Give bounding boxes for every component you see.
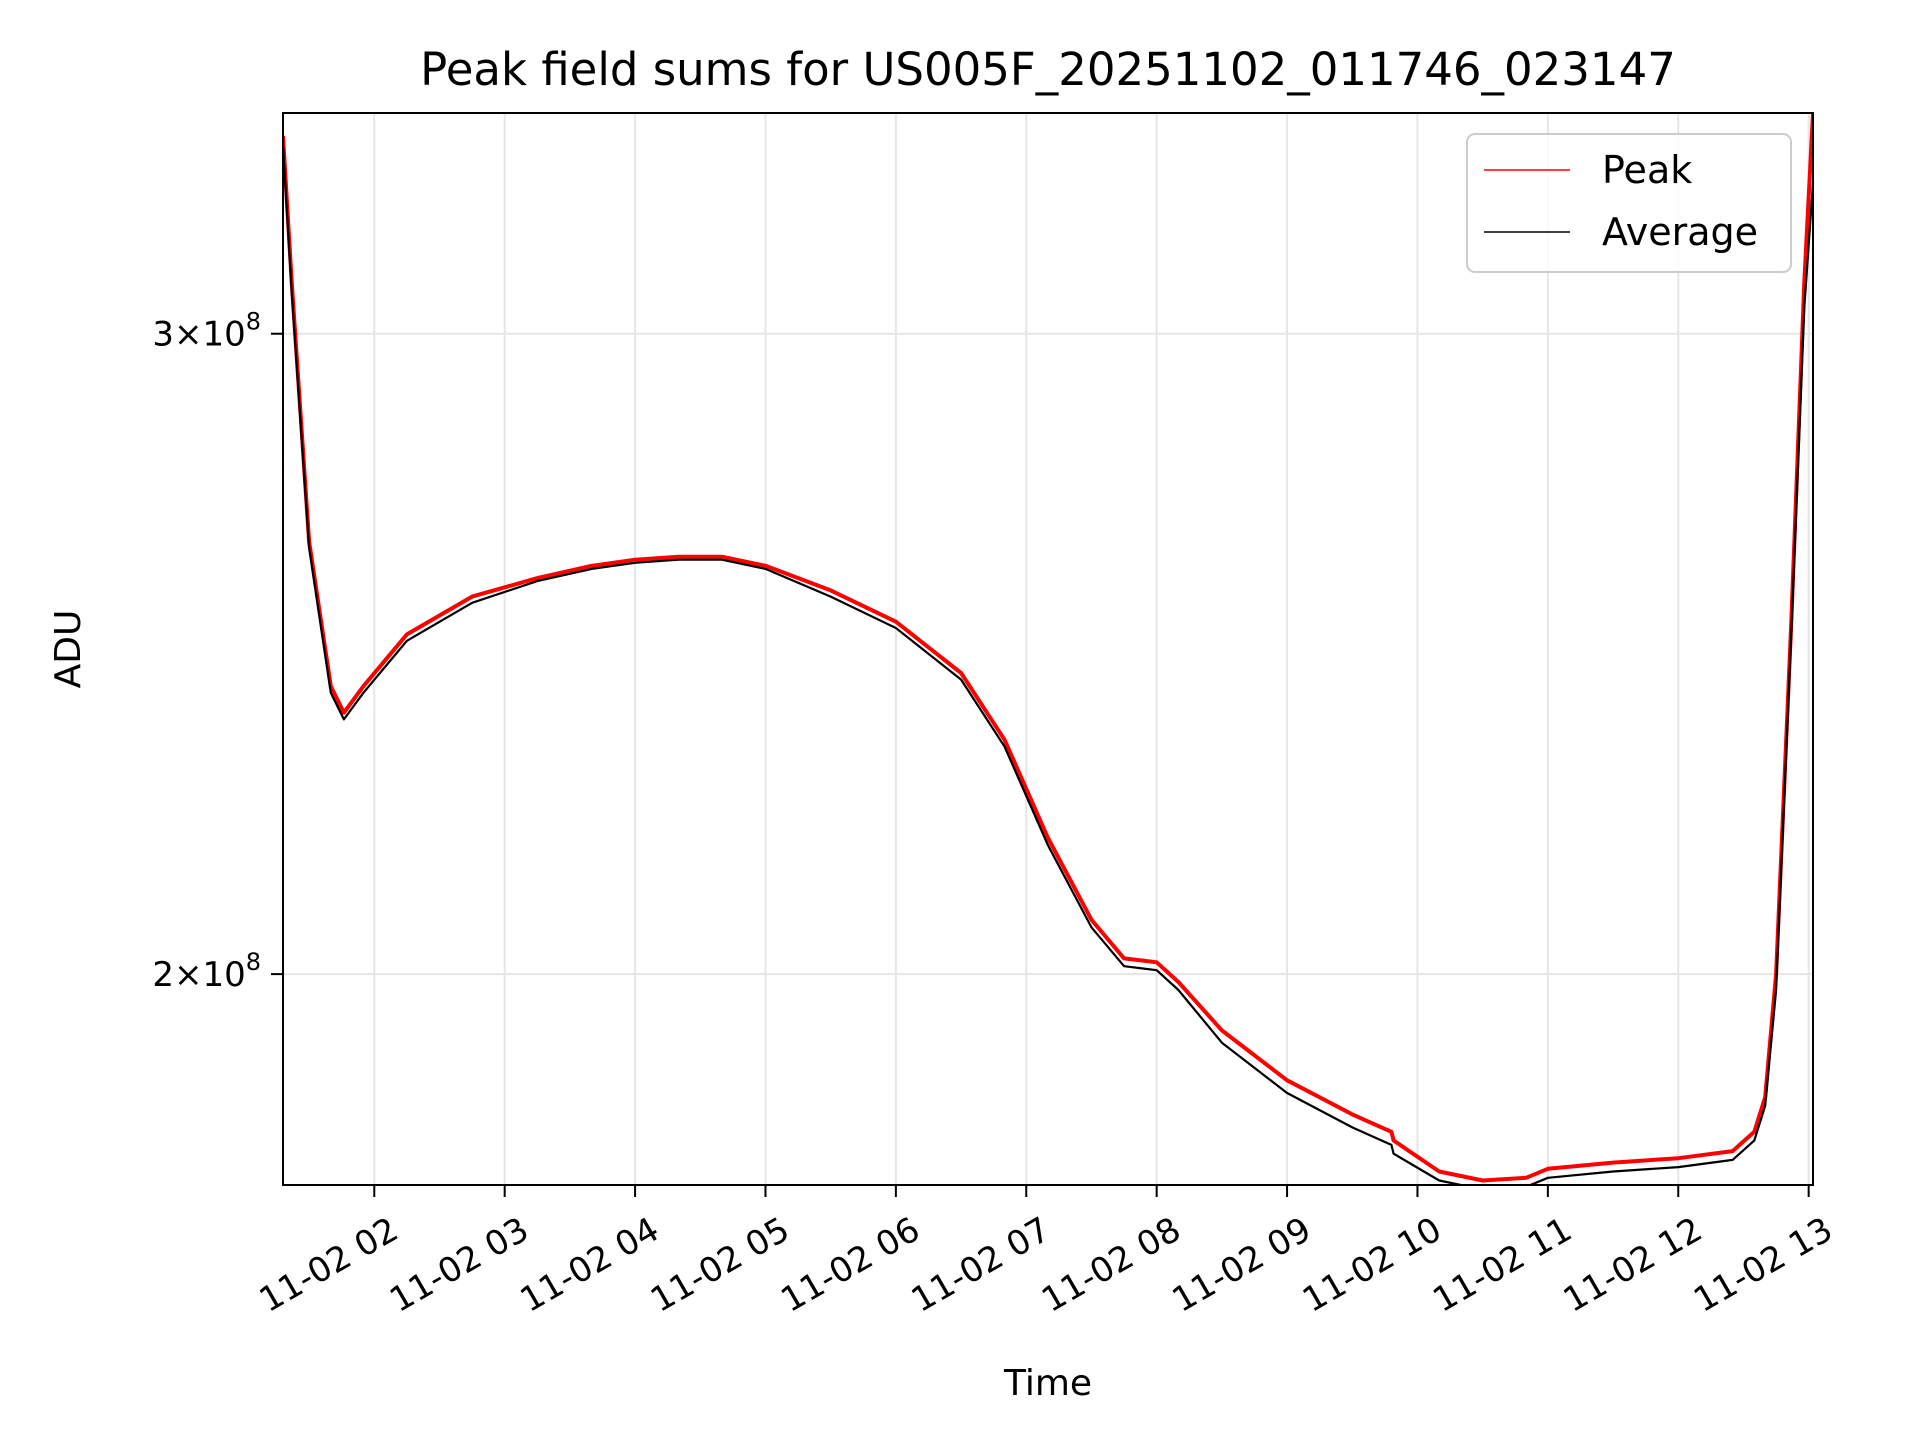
grid-layer <box>283 113 1813 1185</box>
y-tick-label: 2×108 <box>152 948 261 995</box>
series-line-average <box>283 145 1813 1185</box>
y-axis-label: ADU <box>48 610 89 689</box>
y-tick-base: 10 <box>202 315 245 355</box>
y-tick-base: 10 <box>202 955 245 995</box>
series-layer <box>283 113 1813 1185</box>
y-tick-mantissa: 3 <box>152 315 174 355</box>
y-tick-label: 3×108 <box>152 308 261 355</box>
legend-label-average: Average <box>1602 210 1758 254</box>
legend-label-peak: Peak <box>1602 148 1692 192</box>
y-tick-exponent: 8 <box>246 308 261 336</box>
legend-box <box>1466 133 1792 273</box>
legend: Peak Average <box>1466 133 1792 273</box>
y-tick-times: × <box>174 955 203 995</box>
plot-frame <box>282 112 1814 1186</box>
x-axis-label: Time <box>1003 1363 1092 1404</box>
plot-area <box>282 112 1814 1186</box>
y-tick-mantissa: 2 <box>152 955 174 995</box>
y-tick-times: × <box>174 315 203 355</box>
chart-title: Peak field sums for US005F_20251102_0117… <box>420 43 1676 96</box>
series-line-peak <box>283 113 1813 1183</box>
y-tick-exponent: 8 <box>246 948 261 976</box>
